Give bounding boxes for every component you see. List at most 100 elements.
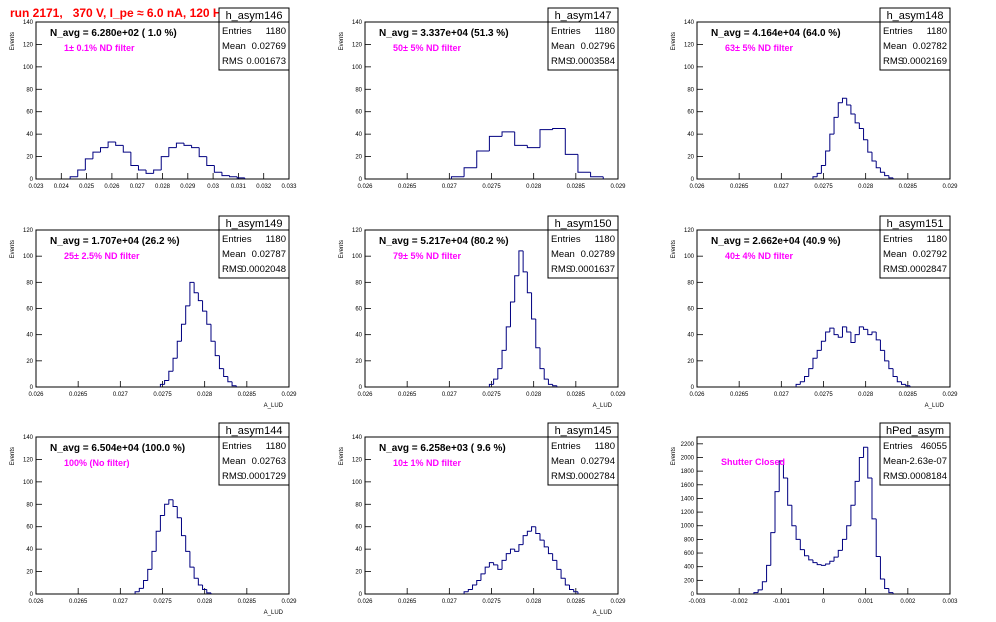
y-tick-label: 2200: [681, 442, 695, 448]
histogram-bin: [223, 368, 228, 378]
histogram-bin: [172, 499, 178, 508]
y-tick-label: 800: [684, 537, 695, 543]
x-axis-label: A_LUD: [264, 403, 284, 409]
x-tick-label: 0.027: [442, 599, 458, 605]
histogram-bin: [514, 131, 528, 146]
stats-label: Mean: [551, 456, 575, 467]
histogram-bin: [159, 515, 165, 532]
histogram-bin: [92, 151, 101, 159]
histogram-bin: [761, 581, 767, 590]
histogram-bin: [164, 503, 169, 516]
y-axis-label: Events: [339, 447, 345, 465]
histogram-bin: [829, 560, 835, 564]
histogram-bin: [539, 533, 545, 541]
y-tick-label: 60: [355, 307, 362, 313]
stats-value: 0.001673: [246, 56, 286, 67]
x-tick-label: 0.001: [858, 599, 874, 605]
x-tick-label: 0.0265: [730, 392, 749, 398]
histogram-bin: [782, 460, 788, 479]
histogram-bin: [514, 549, 519, 552]
x-tick-label: 0.027: [774, 184, 790, 190]
n-avg-header: N_avg = 6.280e+02 ( 1.0 %): [50, 28, 177, 39]
y-tick-label: 0: [30, 177, 34, 183]
x-tick-label: 0.0275: [814, 184, 833, 190]
x-tick-label: -0.002: [731, 599, 749, 605]
histogram-bin: [812, 559, 818, 564]
histogram-bin: [816, 172, 822, 177]
filter-annotation: 1± 0.1% ND filter: [64, 43, 135, 53]
x-tick-label: 0.0265: [398, 392, 417, 398]
histogram-bin: [590, 172, 604, 178]
histogram-name: h_asym148: [887, 10, 944, 22]
histogram-bin: [176, 340, 182, 359]
histogram-bin: [787, 477, 792, 506]
histogram-bin: [514, 275, 519, 302]
histogram-bin: [552, 384, 557, 387]
histogram-name: h_asym150: [555, 218, 612, 230]
y-tick-label: 120: [23, 457, 34, 463]
histogram-name: hPed_asym: [886, 425, 944, 437]
y-tick-label: 20: [355, 155, 362, 161]
stats-title-box: [547, 422, 619, 438]
histogram-bin: [879, 556, 885, 580]
histogram-bin: [535, 318, 540, 349]
stats-label: RMS: [551, 264, 572, 275]
histogram-bin: [837, 334, 843, 338]
histogram-bin: [159, 383, 165, 387]
histogram-bin: [799, 539, 805, 551]
histogram-bin: [206, 589, 211, 594]
x-tick-label: 0.0275: [814, 392, 833, 398]
histogram-bin: [829, 327, 835, 333]
histogram-bin: [846, 98, 851, 106]
histogram-name: h_asym151: [887, 218, 944, 230]
histogram-bin: [863, 446, 868, 458]
x-tick-label: 0.032: [256, 184, 272, 190]
y-tick-label: 140: [352, 435, 363, 441]
histogram-bin: [197, 578, 203, 586]
stats-label: Entries: [883, 441, 913, 452]
histogram-bin: [210, 324, 216, 342]
x-tick-label: -0.001: [773, 599, 791, 605]
x-tick-label: 0.028: [526, 392, 542, 398]
filter-annotation: 63± 5% ND filter: [725, 43, 793, 53]
stats-label: RMS: [883, 56, 904, 67]
histogram-bin: [189, 281, 195, 306]
stats-box: [547, 436, 619, 486]
y-tick-label: 0: [30, 592, 34, 598]
histogram-bin: [858, 122, 864, 130]
histogram-bin: [193, 282, 199, 294]
histogram-bin: [501, 349, 507, 369]
histogram-bin: [867, 447, 872, 479]
histogram-bin: [539, 129, 553, 148]
n-avg-header: N_avg = 2.662e+04 (40.9 %): [711, 236, 841, 247]
stats-label: RMS: [551, 56, 572, 67]
histogram-bin: [69, 176, 78, 179]
y-tick-label: 20: [355, 359, 362, 365]
histogram-bin: [526, 271, 532, 294]
histogram-bin: [480, 573, 486, 581]
histogram-bin: [206, 311, 211, 325]
x-tick-label: 0.028: [155, 184, 171, 190]
histogram-panel: 0.026 0.0265 0.027 0.0275 0.028 0.0285 0.029 0 2…: [671, 7, 958, 190]
y-axis-label: Events: [10, 447, 16, 465]
stats-value: 0.0001729: [241, 471, 286, 482]
n-avg-header: N_avg = 6.504e+04 (100.0 %): [50, 443, 185, 454]
y-tick-label: 20: [687, 359, 694, 365]
histogram-bin: [206, 156, 215, 167]
histogram-bin: [505, 553, 511, 561]
histogram-bin: [820, 564, 826, 566]
y-tick-label: 40: [26, 333, 33, 339]
stats-value: 0.02789: [581, 249, 615, 260]
histogram-bin: [841, 97, 847, 103]
histogram-bin: [791, 505, 797, 527]
x-tick-label: 0.026: [357, 184, 373, 190]
x-tick-label: 0.027: [442, 184, 458, 190]
histogram-bin: [493, 378, 498, 385]
histogram-bin: [552, 128, 566, 130]
y-tick-label: 0: [691, 592, 695, 598]
x-axis-label: A_LUD: [264, 610, 284, 616]
stats-label: Mean: [883, 41, 907, 52]
stats-label: Entries: [883, 234, 913, 245]
histogram-bin: [145, 170, 154, 174]
x-tick-label: 0.027: [113, 599, 129, 605]
